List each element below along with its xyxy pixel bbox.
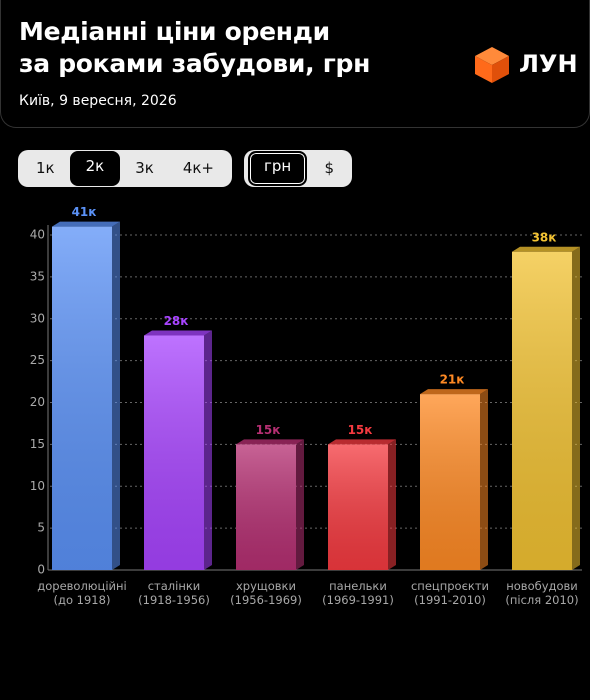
value-label: 21к xyxy=(440,373,465,387)
bar-side xyxy=(388,439,396,570)
toggle-option[interactable]: 3к xyxy=(135,159,154,177)
cube-right xyxy=(492,56,509,83)
y-tick-label: 35 xyxy=(30,269,45,283)
bar-group xyxy=(236,439,304,570)
header: Медіанні ціни оренди за роками забудови,… xyxy=(0,0,590,128)
bar-top xyxy=(512,246,580,252)
bar-side xyxy=(572,246,580,570)
bar-shade xyxy=(512,251,572,570)
bar-group xyxy=(52,221,120,570)
toggle-option[interactable]: грн xyxy=(248,151,308,186)
bar-shade xyxy=(420,394,480,570)
subtitle: Київ, 9 вересня, 2026 xyxy=(19,93,177,109)
y-tick-label: 40 xyxy=(30,228,45,242)
x-tick-label: спецпроєкти (1991-2010) xyxy=(410,579,490,607)
y-tick-label: 30 xyxy=(30,311,45,325)
x-tick-label: сталінки (1918-1956) xyxy=(138,579,210,607)
x-tick-label: хрущовки (1956-1969) xyxy=(230,579,302,607)
x-tick-label: дореволюційні (до 1918) xyxy=(37,579,127,607)
bar-top xyxy=(144,330,212,336)
bar-top xyxy=(236,439,304,445)
chart-svg: 0 5 10 15 20 25 30 35 40 41к 28к 15к 15к 21к 38к xyxy=(30,205,582,577)
y-tick-label: 15 xyxy=(30,437,45,451)
bar-top xyxy=(52,221,120,227)
bar-top xyxy=(328,439,396,445)
logo: ЛУН xyxy=(519,50,578,78)
toggle-option[interactable]: 1к xyxy=(36,159,55,177)
y-tick-label: 25 xyxy=(30,353,45,367)
cube-left xyxy=(475,56,492,83)
bar-top xyxy=(420,389,488,395)
bar-side xyxy=(296,439,304,570)
bar-group xyxy=(144,330,212,570)
y-tick-label: 20 xyxy=(30,395,45,409)
bar-shade xyxy=(52,226,112,570)
value-label: 38к xyxy=(532,230,557,244)
value-label: 41к xyxy=(72,205,97,219)
value-label: 15к xyxy=(256,423,281,437)
bar-side xyxy=(112,221,120,570)
x-tick-label: новобудови (після 2010) xyxy=(505,579,579,607)
bar-side xyxy=(204,330,212,570)
bar-group xyxy=(420,389,488,570)
currency-toggle: грн $ xyxy=(244,150,352,187)
bar-shade xyxy=(236,444,296,570)
value-label: 15к xyxy=(348,423,373,437)
bar-shade xyxy=(328,444,388,570)
y-tick-label: 5 xyxy=(37,521,45,535)
title: Медіанні ціни оренди за роками забудови,… xyxy=(19,17,371,78)
y-tick-label: 0 xyxy=(37,563,45,577)
bar-group xyxy=(512,246,580,570)
bar-group xyxy=(328,439,396,570)
value-label: 28к xyxy=(164,314,189,328)
bar-shade xyxy=(144,335,204,570)
toggle-option[interactable]: $ xyxy=(324,159,334,177)
toggle-option[interactable]: 4к+ xyxy=(182,159,214,177)
x-tick-label: панельки (1969-1991) xyxy=(322,579,394,607)
rooms-toggle: 1к 2к 3к 4к+ xyxy=(18,150,232,187)
logo-icon xyxy=(475,47,509,83)
y-tick-label: 10 xyxy=(30,479,45,493)
bar-side xyxy=(480,389,488,570)
chart: 0 5 10 15 20 25 30 35 40 41к 28к 15к 15к 21к 38к дорев… xyxy=(0,190,590,614)
toggle-option[interactable]: 2к xyxy=(69,151,121,186)
